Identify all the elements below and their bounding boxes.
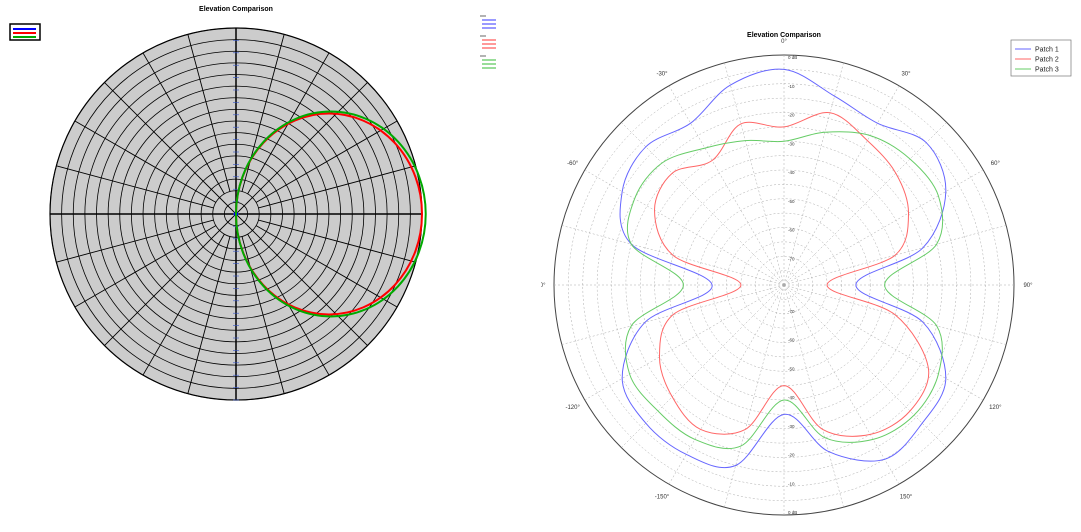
left-spoke — [258, 219, 416, 263]
right-series-curve-2 — [653, 112, 930, 437]
left-spoke — [255, 225, 398, 308]
right-r-tick-bottom: 0 dB — [788, 510, 797, 515]
left-spoke — [104, 82, 237, 215]
right-legend-box — [1010, 39, 1072, 77]
right-r-tick-top: -30 — [788, 141, 795, 146]
right-chart-title: Elevation Comparison — [747, 32, 821, 39]
right-r-tick-bottom: -10 — [788, 481, 795, 486]
right-legend-label: Patch 3 — [1035, 67, 1059, 74]
left-polar-svg: Elevation Comparison — [9, 6, 496, 401]
left-spoke — [74, 225, 217, 308]
right-r-tick-bottom: -50 — [788, 366, 795, 371]
right-r-tick-bottom: -60 — [788, 338, 795, 343]
right-angle-tick: -60° — [567, 161, 579, 167]
right-polar-svg: Elevation Comparison 0° 30° 60° 90° 120° 150°… — [534, 32, 1072, 532]
left-spoke — [241, 236, 285, 394]
left-spoke — [142, 52, 225, 195]
right-polar-grid: 0°30°60°90°120°150°180°-150°-120°-90°-60… — [534, 39, 1033, 532]
right-r-tick-top: -10 — [788, 84, 795, 89]
right-ring — [769, 270, 799, 300]
left-spoke — [241, 34, 285, 192]
right-r-tick-bottom: -30 — [788, 424, 795, 429]
right-angle-tick: -30° — [656, 72, 668, 78]
left-spoke — [235, 213, 368, 346]
left-spoke — [56, 165, 214, 209]
left-series-lobe-2 — [234, 110, 427, 318]
left-spoke — [56, 219, 214, 263]
right-series-curve-1 — [619, 68, 947, 469]
left-spoke — [235, 82, 368, 215]
right-r-tick-top: -70 — [788, 256, 795, 261]
left-spoke — [142, 233, 225, 376]
right-angle-tick: 30° — [901, 72, 911, 78]
right-series-group — [619, 68, 947, 469]
right-angle-tick: 120° — [989, 405, 1002, 411]
right-r-tick-top: 0 dB — [788, 55, 797, 60]
right-legend: Patch 1 Patch 2 Patch 3 — [1010, 39, 1072, 77]
left-spoke — [187, 34, 231, 192]
right-legend-label: Patch 1 — [1035, 47, 1059, 54]
right-ring — [568, 69, 1000, 501]
right-angle-tick: 0° — [781, 39, 787, 45]
right-series-curve-3 — [624, 131, 944, 450]
left-spoke — [187, 236, 231, 394]
right-r-tick-bottom: -70 — [788, 309, 795, 314]
left-series-group — [233, 110, 427, 318]
right-angle-tick: -90° — [541, 283, 546, 289]
right-r-tick-top: -60 — [788, 228, 795, 233]
left-legend — [9, 23, 41, 41]
right-r-tick-top: -50 — [788, 199, 795, 204]
right-r-tick-top: -20 — [788, 113, 795, 118]
right-polar-chart: Elevation Comparison 0° 30° 60° 90° 120° 150°… — [534, 0, 1081, 532]
left-chart-title: Elevation Comparison — [199, 6, 273, 13]
right-r-tick-top: -40 — [788, 170, 795, 175]
left-spoke — [74, 120, 217, 203]
right-r-tick-bottom: -40 — [788, 395, 795, 400]
right-angle-tick: -120° — [565, 405, 580, 411]
right-angle-tick: 90° — [1023, 283, 1033, 289]
right-legend-label: Patch 2 — [1035, 57, 1059, 64]
right-angle-tick: 150° — [900, 494, 913, 500]
right-angle-tick: 60° — [991, 161, 1001, 167]
left-spoke — [258, 165, 416, 209]
right-ring — [596, 97, 972, 473]
left-mini-legend — [480, 15, 496, 69]
right-ring — [697, 198, 871, 372]
right-angle-tick: -150° — [655, 494, 670, 500]
left-spoke — [255, 120, 398, 203]
left-polar-chart: Elevation Comparison — [0, 0, 540, 527]
left-spoke — [104, 213, 237, 346]
right-r-tick-bottom: -20 — [788, 453, 795, 458]
